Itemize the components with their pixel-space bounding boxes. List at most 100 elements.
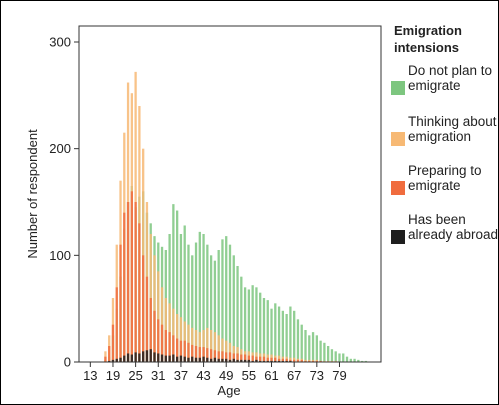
bar [285,358,288,362]
bar [217,335,220,362]
bar [300,359,303,362]
bar [221,338,224,362]
bar [187,244,190,362]
bar [225,358,228,362]
bar [293,357,296,362]
bar [323,360,326,362]
bar [191,344,194,362]
y-tick-label: 100 [49,248,71,263]
bar [187,357,190,362]
bar [111,359,115,362]
plot-area-border [78,25,382,363]
bar [194,242,198,362]
legend: Emigration intensions Do not plan toemig… [391,23,498,244]
legend-label: Has been [408,212,466,227]
bar [179,317,183,362]
bar [236,353,239,362]
bars-group [104,71,368,363]
bar [149,298,152,362]
bar [202,347,205,362]
bar [255,356,258,362]
bar [251,285,254,362]
bar [327,346,330,362]
bar [251,360,254,362]
bar [240,276,243,362]
x-tick-label: 73 [310,368,324,383]
bar [262,298,266,362]
bar [183,340,186,362]
bar [168,332,171,362]
y-tick-label: 200 [49,141,71,156]
bar [138,353,141,362]
bar [270,360,273,362]
bar [217,358,220,362]
bar [255,287,258,362]
bar [274,303,277,362]
bar [243,287,247,362]
bar [149,349,152,362]
bar [247,355,251,362]
bar [259,360,262,362]
legend-swatch [391,181,405,195]
bar [160,324,164,362]
bar [172,204,175,362]
bar [240,354,243,362]
bar [353,358,356,362]
bar [262,360,266,362]
bar [183,225,186,362]
bar [247,359,251,362]
bar [206,348,209,362]
bar [145,350,149,362]
bar [126,353,130,362]
y-axis-title: Number of respondent [25,129,40,259]
bar [209,358,213,362]
bar [179,355,183,362]
bar [225,340,228,362]
bar [228,244,232,362]
bar [277,360,281,362]
bar [153,352,156,362]
bar [236,266,239,362]
bar [108,346,111,362]
bar [168,355,171,362]
legend-label: Preparing to [408,163,482,178]
bar [209,349,213,362]
bar [172,354,175,362]
bar [357,359,360,362]
bar [285,314,288,362]
bar [168,234,171,362]
bar [202,234,205,362]
bar [183,356,186,362]
bar [270,357,273,362]
bar [194,346,198,362]
bar [228,352,232,362]
bar [228,359,232,362]
series-3-bars [108,349,292,362]
legend-label: emigration [408,129,471,144]
bar [277,358,281,362]
bar [311,332,315,362]
bar [176,314,179,362]
bar [176,338,179,362]
bar [160,287,164,362]
bar [334,351,337,362]
bar [157,271,160,362]
bar [206,244,209,362]
bar [289,306,292,362]
bar [270,308,273,362]
bar [251,355,254,362]
bar [327,360,330,362]
bar [225,236,228,362]
bar [240,359,243,362]
bar [323,342,326,362]
bar [198,332,201,362]
bar [198,357,201,362]
legend-label: Do not plan to [408,63,492,78]
bar [108,360,111,362]
x-tick-label: 55 [242,368,256,383]
bar [179,234,183,362]
bar [142,255,145,362]
x-tick-label: 43 [196,368,210,383]
bar [360,360,364,362]
